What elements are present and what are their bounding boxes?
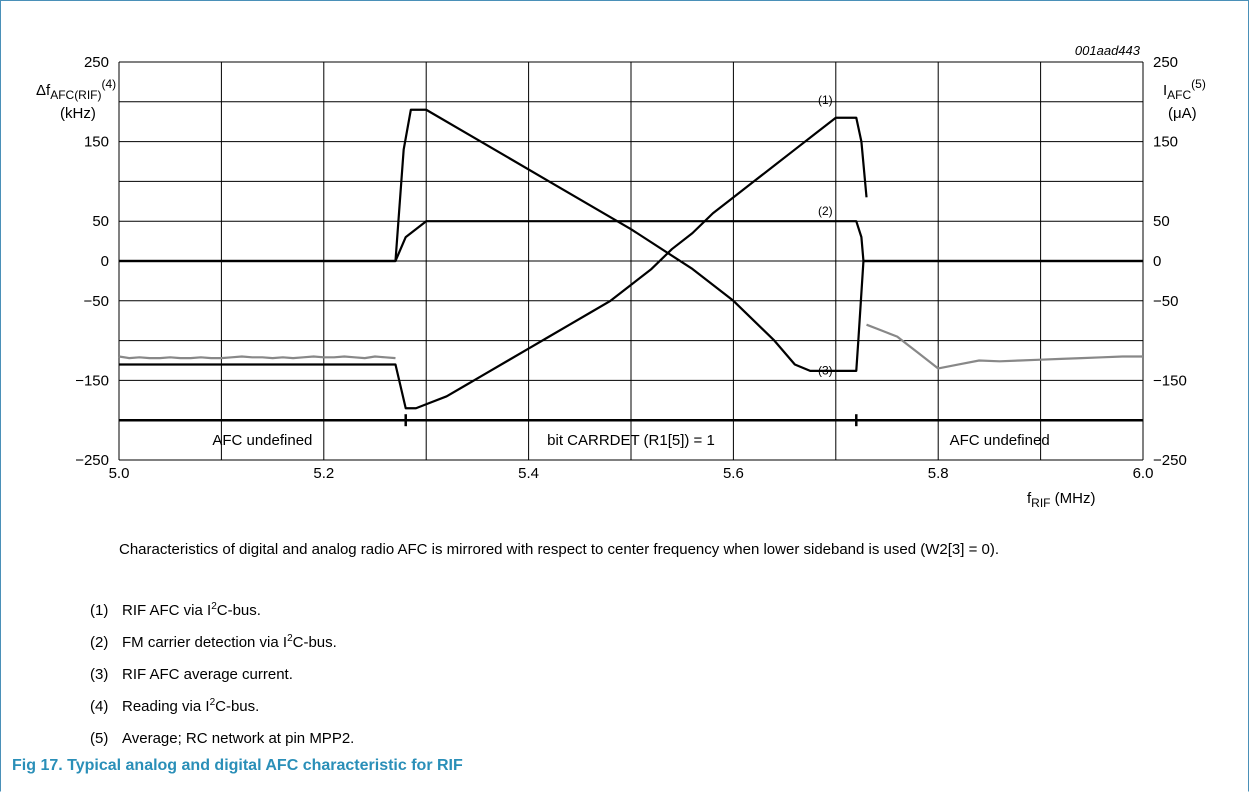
note-2-num: (2): [90, 634, 109, 651]
left-tick-label: 150: [84, 134, 109, 151]
figure-id: 001aad443: [1075, 43, 1141, 58]
left-axis-unit: (kHz): [60, 105, 96, 122]
series-label-2: (2): [818, 204, 833, 218]
right-tick-label: −250: [1153, 452, 1187, 469]
note-2-sup: 2: [287, 633, 293, 644]
note-1-sup: 2: [211, 601, 217, 612]
series-line-3: [119, 116, 868, 410]
x-axis-label-unit: (MHz): [1051, 490, 1096, 507]
left-axis-label-sub: AFC(RIF): [50, 88, 101, 102]
note-3-num: (3): [90, 666, 109, 683]
right-tick-label: −50: [1153, 293, 1178, 310]
note-4: (4) Reading via I2C-bus.: [90, 693, 259, 717]
afc-chart: (1) (2) (3) AFC undefined bit CARRDET (R1[5…: [36, 43, 1206, 510]
series-line-1: [119, 108, 1143, 372]
series-line-5: [866, 323, 1143, 370]
series-line-2: [119, 220, 1143, 263]
x-axis-label-main: f: [1027, 490, 1032, 507]
figure-caption: Characteristics of digital and analog ra…: [119, 541, 1000, 558]
left-tick-label: 250: [84, 54, 109, 71]
right-axis-unit: (μA): [1168, 105, 1197, 122]
note-5: (5) Average; RC network at pin MPP2.: [90, 725, 354, 749]
region-label-1: AFC undefined: [212, 432, 312, 449]
note-1-post: C-bus.: [216, 602, 261, 619]
note-1: (1) RIF AFC via I2C-bus.: [90, 597, 261, 621]
note-5-pre: Average; RC network at pin MPP2.: [122, 730, 355, 747]
note-2: (2) FM carrier detection via I2C-bus.: [90, 629, 337, 653]
right-axis-label-sub: AFC: [1167, 88, 1191, 102]
x-tick-label: 6.0: [1133, 465, 1154, 482]
right-axis-label-sup: (5): [1191, 77, 1206, 91]
note-2-post: C-bus.: [292, 634, 337, 651]
series-label-3: (3): [818, 363, 833, 377]
right-tick-label: 50: [1153, 213, 1170, 230]
note-5-num: (5): [90, 730, 109, 747]
left-tick-label: 0: [101, 253, 109, 270]
x-axis-label: fRIF (MHz): [1027, 490, 1096, 510]
figure-title: Fig 17. Typical analog and digital AFC c…: [12, 757, 463, 774]
series-label-1: (1): [818, 93, 833, 107]
right-tick-label: −150: [1153, 372, 1187, 389]
note-1-num: (1): [90, 602, 109, 619]
region-label-3: AFC undefined: [950, 432, 1050, 449]
left-axis-label: ΔfAFC(RIF)(4): [36, 77, 116, 102]
axis-ticks: 5.0 5.2 5.4 5.6 5.8 6.0 250 250 150 150 50 50 0 0 −50 −…: [75, 54, 1187, 482]
region-bar: AFC undefined bit CARRDET (R1[5]) = 1 AFC …: [119, 414, 1143, 449]
note-1-pre: RIF AFC via I: [122, 602, 212, 619]
left-tick-label: 50: [92, 213, 109, 230]
noise-traces: [118, 323, 1143, 370]
series-line-4: [118, 355, 396, 360]
note-4-sup: 2: [209, 697, 216, 708]
note-2-pre: FM carrier detection via I: [122, 634, 288, 651]
note-4-post: C-bus.: [215, 698, 260, 715]
right-tick-label: 150: [1153, 134, 1178, 151]
left-tick-label: −150: [75, 372, 109, 389]
left-axis-label-sup: (4): [102, 77, 117, 91]
series-lines: (1) (2) (3): [119, 93, 1143, 410]
x-axis-label-sub: RIF: [1031, 496, 1050, 510]
note-4-num: (4): [90, 698, 109, 715]
left-axis-label-main: Δf: [36, 82, 51, 99]
x-tick-label: 5.2: [313, 465, 334, 482]
region-label-2: bit CARRDET (R1[5]) = 1: [547, 432, 715, 449]
left-tick-label: −50: [84, 293, 109, 310]
note-3: (3) RIF AFC average current.: [90, 661, 293, 685]
right-tick-label: 0: [1153, 253, 1161, 270]
note-4-pre: Reading via I: [122, 698, 210, 715]
x-tick-label: 5.8: [928, 465, 949, 482]
right-tick-label: 250: [1153, 54, 1178, 71]
x-tick-label: 5.4: [518, 465, 539, 482]
right-axis-label-main: I: [1163, 82, 1167, 99]
x-tick-label: 5.0: [109, 465, 130, 482]
right-axis-label: IAFC(5): [1163, 77, 1206, 102]
x-tick-label: 5.6: [723, 465, 744, 482]
note-3-pre: RIF AFC average current.: [122, 666, 293, 683]
left-tick-label: −250: [75, 452, 109, 469]
